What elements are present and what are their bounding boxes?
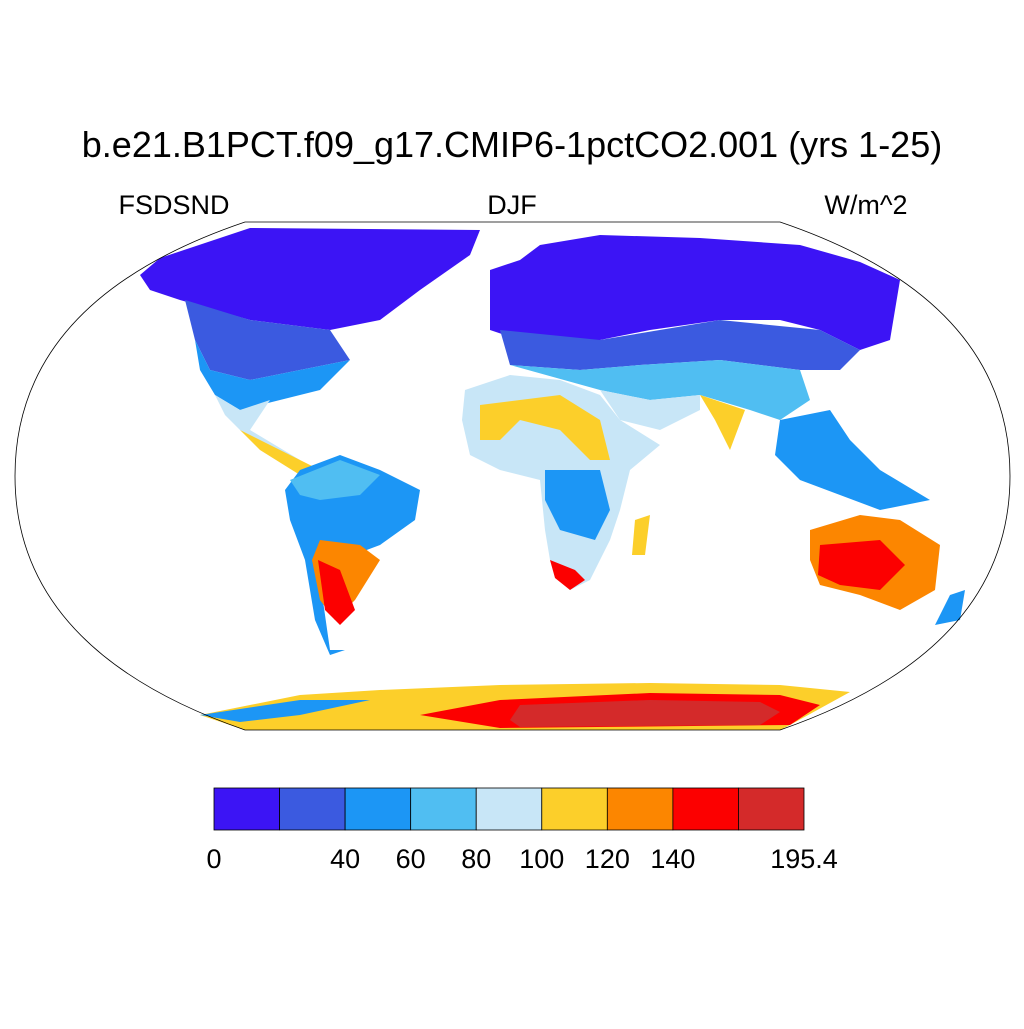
land-region xyxy=(490,235,900,350)
center-subtitle: DJF xyxy=(487,190,537,220)
colorbar-box xyxy=(475,787,543,831)
land-region xyxy=(510,360,810,420)
land-region xyxy=(240,430,320,475)
colorbar-box xyxy=(738,787,805,831)
land-region xyxy=(818,540,905,590)
colorbar-box xyxy=(672,787,739,831)
colorbar-tick-label: 60 xyxy=(396,844,426,874)
land-region xyxy=(935,590,965,625)
land-region xyxy=(215,395,300,465)
colorbar: 0 40 60 80 100 120 140 195.4 xyxy=(206,787,838,874)
colorbar-tick-label: 140 xyxy=(650,844,695,874)
land-region xyxy=(185,300,350,380)
map xyxy=(140,228,965,730)
land-region xyxy=(600,390,700,430)
land-region xyxy=(200,700,370,722)
title: b.e21.B1PCT.f09_g17.CMIP6-1pctCO2.001 (y… xyxy=(82,124,942,165)
colorbar-tick-label: 0 xyxy=(206,844,221,874)
colorbar-box xyxy=(410,787,477,831)
land-region xyxy=(140,228,480,330)
land-region xyxy=(290,460,380,500)
colorbar-tick-label: 120 xyxy=(585,844,630,874)
land-region xyxy=(500,320,860,370)
map-outline xyxy=(14,221,1011,731)
land-region xyxy=(632,515,650,555)
land-region xyxy=(318,560,355,625)
colorbar-tick-label: 100 xyxy=(519,844,564,874)
colorbar-box xyxy=(213,787,280,831)
colorbar-tick-label: 80 xyxy=(461,844,491,874)
colorbar-tick-label: 40 xyxy=(330,844,360,874)
land-region xyxy=(545,470,610,540)
land-region xyxy=(480,395,610,460)
land-region xyxy=(550,560,585,590)
land-region xyxy=(195,340,350,410)
colorbar-box xyxy=(344,787,412,831)
colorbar-box xyxy=(606,787,674,831)
land-region xyxy=(700,395,745,450)
land-region xyxy=(510,700,780,727)
colorbar-tick-label: 195.4 xyxy=(770,844,838,874)
land-region xyxy=(775,410,930,510)
colorbar-box xyxy=(279,787,346,831)
left-subtitle: FSDSND xyxy=(118,190,229,220)
colorbar-box xyxy=(541,787,608,831)
right-subtitle: W/m^2 xyxy=(824,190,907,220)
